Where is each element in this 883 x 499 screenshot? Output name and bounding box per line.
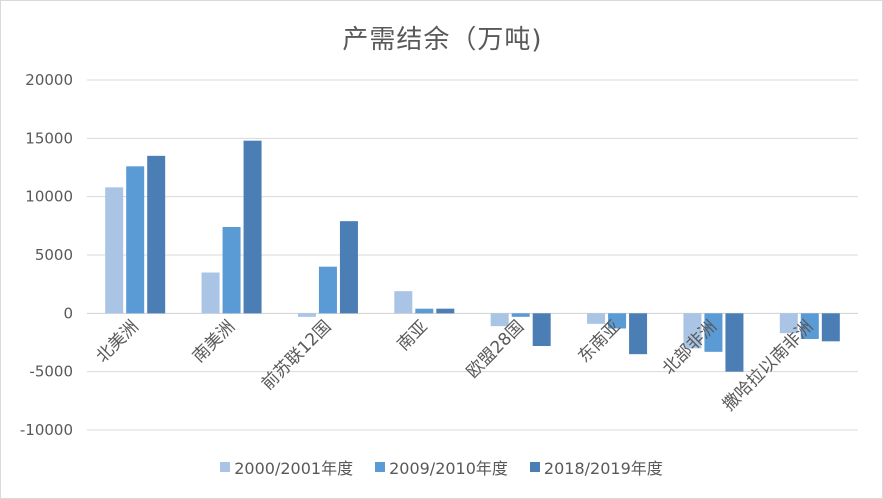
bar — [587, 313, 606, 324]
bar — [821, 313, 840, 342]
y-tick-label: 0 — [63, 304, 73, 322]
bar — [436, 308, 455, 314]
bar — [222, 227, 241, 314]
x-category-label: 南亚 — [394, 317, 432, 355]
legend-swatch — [375, 462, 386, 472]
x-category-label: 南美洲 — [189, 317, 239, 367]
bar — [490, 313, 509, 327]
bar — [201, 272, 220, 314]
bar — [800, 313, 819, 339]
bar — [339, 221, 358, 314]
legend: 2000/2001年度 2009/2010年度 2018/2019年度 — [0, 455, 883, 479]
legend-swatch — [220, 462, 231, 472]
legend-label: 2000/2001年度 — [234, 459, 354, 478]
bar — [297, 313, 316, 317]
bar — [725, 313, 744, 372]
x-category-label: 东南亚 — [574, 317, 624, 367]
legend-item: 2000/2001年度 — [220, 455, 353, 479]
legend-swatch — [529, 462, 540, 472]
bar — [415, 308, 434, 314]
y-tick-label: 5000 — [35, 246, 73, 264]
x-category-label: 欧盟28国 — [463, 317, 529, 383]
y-tick-label: -5000 — [29, 363, 73, 381]
x-category-label: 北美洲 — [93, 317, 143, 367]
bar — [126, 166, 145, 314]
bar — [147, 155, 166, 314]
bar — [704, 313, 723, 352]
y-tick-label: 10000 — [25, 188, 73, 206]
bar — [779, 313, 798, 334]
legend-item: 2009/2010年度 — [375, 455, 508, 479]
bar — [532, 313, 551, 346]
bar — [608, 313, 627, 329]
y-tick-label: 15000 — [25, 129, 73, 147]
y-tick-label: -10000 — [20, 421, 73, 439]
chart-title: 产需结余（万吨) — [342, 25, 543, 55]
y-tick-label: 20000 — [25, 71, 73, 89]
legend-item: 2018/2019年度 — [529, 455, 663, 479]
bar — [629, 313, 648, 355]
legend-label: 2009/2010年度 — [389, 459, 508, 478]
bar — [318, 266, 337, 314]
legend-label: 2018/2019年度 — [543, 459, 663, 478]
x-category-label: 前苏联12国 — [258, 317, 336, 395]
bar — [243, 140, 262, 314]
bar — [511, 313, 530, 317]
bar — [683, 313, 702, 349]
bar — [105, 187, 124, 314]
bar — [394, 291, 413, 314]
